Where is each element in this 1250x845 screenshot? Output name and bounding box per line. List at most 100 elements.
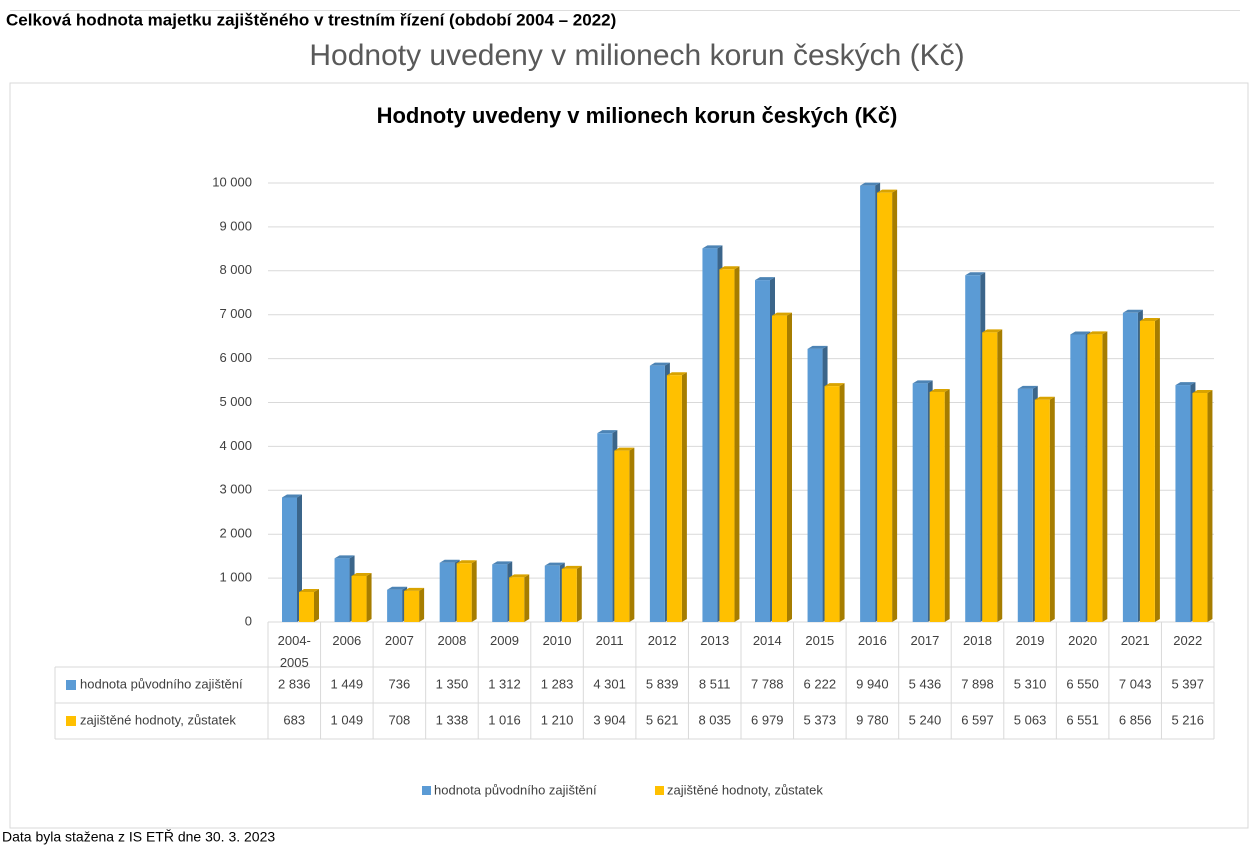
bar-side: [1049, 396, 1055, 622]
x-tick-label: 2015: [805, 633, 835, 648]
bar: [982, 332, 998, 622]
chart-title: Hodnoty uvedeny v milionech korun českýc…: [377, 103, 898, 128]
bar-top: [860, 182, 881, 186]
x-tick-label: 2012: [647, 633, 677, 648]
y-tick-label: 7 000: [219, 306, 252, 321]
y-tick-label: 5 000: [219, 394, 252, 409]
legend-key: [422, 786, 431, 795]
bar-top: [807, 345, 828, 349]
bar-top: [1192, 390, 1213, 394]
bar-side: [576, 565, 582, 622]
table-row-label: zajištěné hodnoty, zůstatek: [80, 712, 236, 727]
y-tick-label: 6 000: [219, 350, 252, 365]
x-tick-label: 2013: [700, 633, 730, 648]
bar-side: [787, 312, 792, 622]
bar-top: [492, 561, 513, 565]
table-value: 3 904: [593, 712, 626, 727]
table-value: 1 283: [541, 676, 574, 691]
bar-top: [877, 189, 898, 193]
table-legend-key: [66, 716, 76, 726]
y-tick-label: 3 000: [219, 482, 252, 497]
y-tick-label: 1 000: [219, 570, 252, 585]
bar: [912, 383, 928, 622]
bar: [299, 592, 314, 622]
bar-top: [299, 589, 319, 593]
bar-side: [681, 372, 687, 622]
x-tick-label: 2017: [910, 633, 940, 648]
bar: [614, 450, 630, 622]
chart-frame: [9, 82, 1249, 829]
legend-label: zajištěné hodnoty, zůstatek: [667, 782, 823, 797]
bar: [1070, 334, 1086, 622]
bar: [1139, 321, 1155, 622]
table-value: 1 049: [331, 712, 364, 727]
bar-top: [351, 572, 372, 576]
bar-top: [772, 312, 792, 316]
table-value: 5 839: [646, 676, 679, 691]
y-tick-label: 2 000: [219, 526, 252, 541]
x-tick-label: 2011: [595, 633, 624, 648]
table-value: 736: [389, 676, 411, 691]
bar: [439, 562, 455, 622]
bar: [755, 280, 770, 622]
bar-top: [544, 562, 565, 566]
table-value: 5 216: [1171, 712, 1204, 727]
bar-side: [524, 574, 530, 622]
table-value: 1 210: [541, 712, 574, 727]
bar-top: [597, 430, 618, 434]
bar: [334, 558, 350, 622]
bar: [351, 575, 367, 622]
bar: [807, 348, 823, 622]
table-value: 5 310: [1014, 676, 1047, 691]
y-tick-label: 8 000: [219, 262, 252, 277]
table-value: 2 836: [278, 676, 311, 691]
bar-top: [1122, 309, 1143, 313]
x-tick-label: 2006: [332, 633, 362, 648]
bar-side: [734, 266, 740, 622]
bar-side: [297, 494, 302, 622]
x-tick-label: 2019: [1015, 633, 1045, 648]
bar-top: [404, 587, 425, 591]
bar-top: [1034, 396, 1055, 400]
bar-top: [561, 565, 582, 569]
table-value: 8 035: [698, 712, 731, 727]
table-value: 6 597: [961, 712, 994, 727]
bar: [404, 590, 420, 622]
table-value: 9 940: [856, 676, 889, 691]
table-value: 708: [389, 712, 411, 727]
bar: [1175, 385, 1191, 622]
table-value: 5 373: [804, 712, 837, 727]
bar-top: [702, 245, 723, 249]
bar-top: [1017, 385, 1038, 389]
table-value: 7 898: [961, 676, 994, 691]
bar-side: [1207, 390, 1213, 622]
table-value: 6 551: [1066, 712, 1099, 727]
x-tick-label: 2007: [384, 633, 414, 648]
bar: [1087, 334, 1103, 622]
legend-label: hodnota původního zajištění: [434, 782, 597, 797]
bar-top: [1175, 382, 1196, 386]
table-value: 1 350: [436, 676, 469, 691]
x-tick-label: 2014: [752, 633, 782, 648]
x-tick-label: 2008: [437, 633, 467, 648]
table-value: 6 979: [751, 712, 784, 727]
y-tick-label: 4 000: [219, 438, 252, 453]
bar: [509, 577, 525, 622]
bar-top: [456, 560, 477, 564]
bar: [561, 568, 577, 622]
table-value: 9 780: [856, 712, 889, 727]
table-value: 4 301: [593, 676, 626, 691]
bar-side: [419, 587, 425, 622]
table-legend-key: [66, 680, 76, 690]
bar-top: [929, 388, 950, 392]
x-tick-label: 2018: [963, 633, 992, 648]
table-value: 6 550: [1066, 676, 1099, 691]
bar: [702, 248, 718, 622]
table-row-label: hodnota původního zajištění: [80, 676, 243, 691]
bar-side: [1102, 331, 1108, 622]
bar-top: [387, 586, 408, 590]
bar-top: [912, 380, 933, 384]
y-tick-label: 0: [245, 613, 252, 628]
